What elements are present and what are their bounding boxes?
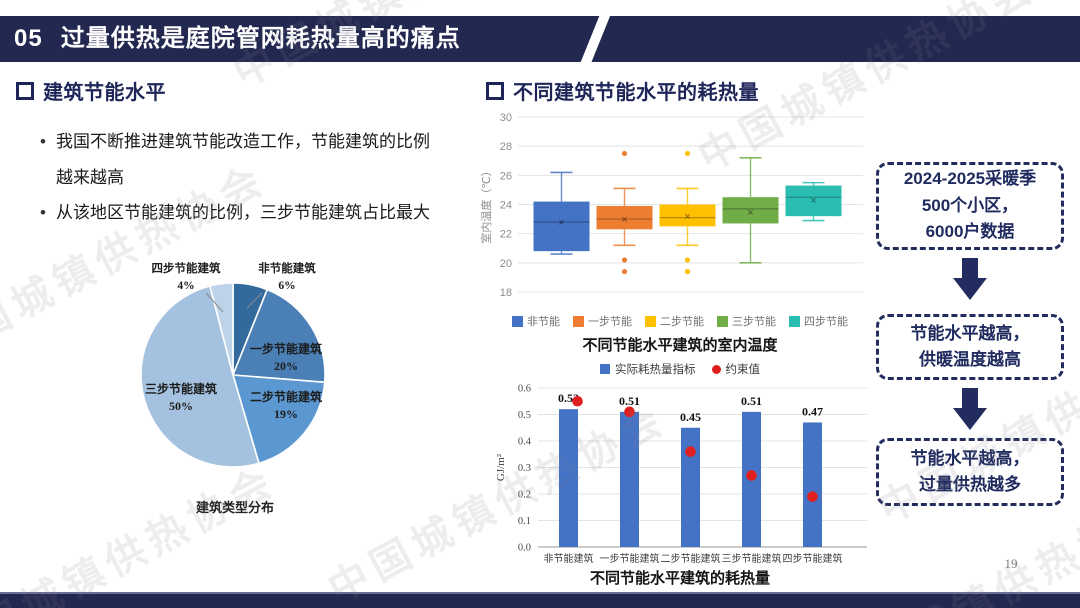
legend-swatch [512, 315, 523, 327]
down-arrow-icon [953, 258, 987, 300]
svg-text:18: 18 [500, 287, 512, 299]
svg-text:室内温度（℃）: 室内温度（℃） [480, 165, 493, 243]
bar-chart-caption: 不同节能水平建筑的耗热量 [589, 570, 770, 587]
svg-text:×: × [747, 207, 753, 219]
pie-chart-caption: 建筑类型分布 [195, 500, 274, 515]
title-bar: 05 过量供热是庭院管网耗热量高的痛点 [0, 16, 1080, 62]
svg-text:30: 30 [500, 112, 512, 124]
flow-box-temperature: 节能水平越高， 供暖温度越高 [876, 314, 1064, 380]
svg-text:×: × [684, 211, 690, 223]
legend-label: 约束值 [725, 364, 761, 376]
boxplot-legend-item: 四步节能 [789, 313, 848, 329]
legend-swatch [645, 315, 656, 327]
legend-swatch [573, 315, 584, 327]
flow-box-data-source: 2024-2025采暖季 500个小区， 6000户数据 [876, 162, 1064, 250]
flow-box-line: 节能水平越高， [910, 448, 1030, 468]
flow-box-line: 6000户数据 [925, 222, 1015, 242]
svg-text:非节能建筑: 非节能建筑 [544, 552, 594, 565]
constraint-dot-icon [711, 364, 721, 374]
svg-text:28: 28 [500, 141, 512, 153]
flow-box-line: 节能水平越高， [910, 323, 1030, 343]
flow-box-line: 500个小区， [921, 195, 1019, 215]
boxplot-legend: 非节能 一步节能 二步节能 三步节能 四步节能 [480, 313, 880, 329]
indoor-temp-boxplot-chart: 18 20 22 24 26 28 30 室内温度（℃） × × × × × [480, 112, 863, 299]
bar-legend-bar-swatch [600, 364, 610, 374]
bullet-dot-icon: • [40, 203, 46, 223]
legend-label: 一步节能 [588, 316, 632, 328]
page-number: 19 [1004, 556, 1018, 571]
svg-text:0.6: 0.6 [518, 384, 531, 395]
svg-text:0.4: 0.4 [518, 437, 532, 448]
legend-swatch [717, 315, 728, 327]
flow-box-oversupply: 节能水平越高， 过量供热越多 [876, 438, 1064, 506]
svg-text:×: × [621, 214, 627, 226]
svg-text:三步节能建筑: 三步节能建筑 [722, 552, 782, 565]
bullet-list: • 我国不断推进建筑节能改造工作，节能建筑的比例越来越高 • 从该地区节能建筑的… [30, 124, 442, 231]
svg-text:×: × [558, 217, 564, 229]
square-bullet-icon [16, 81, 34, 100]
flow-box-line: 过量供热越多 [919, 475, 1021, 494]
svg-text:0.2: 0.2 [518, 490, 531, 501]
boxplot-caption: 不同节能水平建筑的室内温度 [582, 337, 778, 354]
legend-item-constraint: 约束值 [711, 361, 761, 377]
boxplot-legend-item: 三步节能 [717, 313, 776, 329]
svg-text:0.51: 0.51 [741, 394, 762, 408]
legend-label: 四步节能 [804, 316, 848, 328]
legend-label: 实际耗热量指标 [615, 364, 696, 376]
pie-label-erbu: 二步节能建筑 19% [249, 390, 322, 422]
boxplot-legend-item: 一步节能 [573, 313, 632, 329]
pie-label-sanbu: 三步节能建筑 50% [144, 382, 217, 414]
bullet-item: • 我国不断推进建筑节能改造工作，节能建筑的比例越来越高 [30, 124, 442, 195]
svg-text:22: 22 [500, 229, 512, 241]
slide-number: 05 [14, 25, 43, 52]
slide-title-text: 过量供热是庭院管网耗热量高的痛点 [60, 25, 461, 52]
bullet-dot-icon: • [40, 132, 46, 151]
svg-text:0.0: 0.0 [518, 543, 531, 554]
svg-text:0.47: 0.47 [802, 404, 823, 418]
boxplot-legend-item: 二步节能 [645, 313, 704, 329]
right-heading-label: 不同建筑节能水平的耗热量 [513, 82, 759, 104]
bullet-text: 我国不断推进建筑节能改造工作，节能建筑的比例越来越高 [56, 132, 430, 187]
legend-label: 三步节能 [732, 316, 776, 328]
heat-consumption-bar-chart: 0.00.10.20.30.40.50.6GJ/m²0.52非节能建筑0.51一… [495, 384, 867, 565]
boxplot-legend-item: 非节能 [512, 313, 560, 329]
left-section-heading: 建筑节能水平 [16, 76, 166, 105]
svg-text:24: 24 [500, 200, 512, 212]
svg-text:二步节能建筑: 二步节能建筑 [661, 552, 721, 565]
bar-chart-legend: 实际耗热量指标 约束值 [480, 361, 880, 377]
svg-text:四步节能建筑: 四步节能建筑 [783, 552, 843, 565]
square-bullet-icon [486, 81, 504, 100]
svg-text:一步节能建筑: 一步节能建筑 [600, 552, 660, 565]
left-heading-label: 建筑节能水平 [43, 82, 166, 104]
flow-box-line: 2024-2025采暖季 [903, 169, 1037, 189]
down-arrow-icon [953, 388, 987, 430]
legend-label: 二步节能 [660, 316, 704, 328]
svg-text:GJ/m²: GJ/m² [495, 453, 507, 481]
pie-label-fei: 非节能建筑 6% [258, 263, 316, 292]
pie-label-yibu: 一步节能建筑 20% [249, 342, 322, 374]
svg-text:26: 26 [500, 170, 512, 182]
svg-text:0.45: 0.45 [680, 410, 701, 424]
pie-label-sibu: 四步节能建筑 4% [151, 263, 221, 292]
svg-text:0.5: 0.5 [518, 410, 531, 421]
svg-text:20: 20 [500, 258, 512, 270]
bullet-text: 从该地区节能建筑的比例，三步节能建筑占比最大 [56, 203, 430, 223]
title-slash-decoration [578, 16, 612, 62]
legend-item-actual: 实际耗热量指标 [600, 361, 696, 377]
building-type-pie-chart [140, 282, 326, 468]
bullet-item: • 从该地区节能建筑的比例，三步节能建筑占比最大 [30, 195, 442, 231]
svg-text:×: × [810, 195, 816, 207]
legend-swatch [789, 315, 800, 327]
svg-text:0.51: 0.51 [619, 394, 640, 408]
legend-label: 非节能 [527, 316, 560, 328]
right-section-heading: 不同建筑节能水平的耗热量 [486, 76, 759, 105]
bottom-bar [0, 592, 1080, 608]
flow-box-line: 供暖温度越高 [919, 350, 1021, 369]
svg-text:0.3: 0.3 [518, 463, 531, 474]
svg-text:0.1: 0.1 [518, 516, 531, 527]
page-title: 05 过量供热是庭院管网耗热量高的痛点 [14, 16, 461, 62]
